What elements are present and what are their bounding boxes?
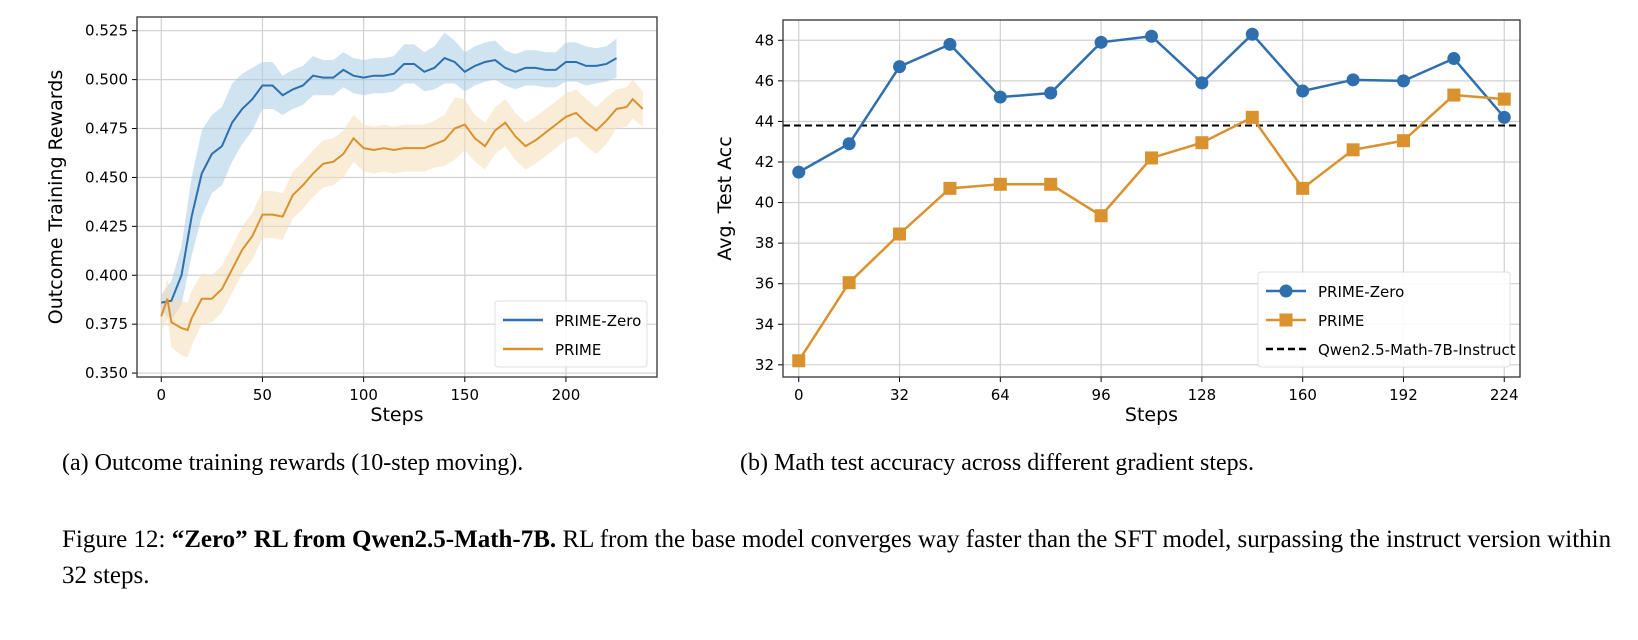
legend-label: PRIME: [1318, 312, 1364, 330]
y-tick-label: 0.425: [85, 217, 128, 235]
data-point: [1346, 73, 1360, 87]
legend-label: PRIME-Zero: [555, 312, 641, 330]
data-point: [1094, 35, 1108, 49]
x-tick-label: 200: [552, 386, 581, 404]
data-point: [1195, 76, 1209, 90]
data-point: [893, 60, 907, 74]
figure-label: Figure 12:: [62, 526, 166, 553]
caption-b: (b) Math test accuracy across different …: [740, 450, 1255, 476]
x-tick-label: 192: [1389, 386, 1418, 404]
data-point: [1245, 110, 1259, 124]
legend-marker: [1279, 284, 1293, 298]
y-axis-label: Outcome Training Rewards: [45, 70, 67, 324]
data-point: [1094, 209, 1108, 223]
confidence-band: [161, 32, 617, 321]
y-tick-label: 0.400: [85, 266, 128, 284]
data-point: [1245, 27, 1259, 41]
legend-label: PRIME: [555, 341, 601, 359]
data-point: [1497, 110, 1511, 124]
data-point: [1346, 143, 1360, 157]
figure-caption: Figure 12: “Zero” RL from Qwen2.5-Math-7…: [62, 522, 1622, 594]
confidence-band: [161, 79, 643, 358]
data-point: [792, 165, 806, 179]
data-point: [842, 276, 856, 290]
x-tick-label: 150: [450, 386, 479, 404]
figure-text: RL from the base model converges way fas…: [62, 526, 1612, 589]
y-tick-label: 0.475: [85, 120, 128, 138]
x-tick-label: 160: [1288, 386, 1317, 404]
data-point: [993, 177, 1007, 191]
data-point: [1296, 181, 1310, 195]
data-point: [1145, 29, 1158, 43]
y-tick-label: 0.500: [85, 71, 128, 89]
chart-a: 0 50 100 150 200 0.350 0.375 0.400 0.425 0.450 0.4…: [45, 16, 658, 426]
x-tick-label: 32: [890, 386, 909, 404]
chart-b: 0 32 64 96 128 160 192 224 32 34 36 38 40 42 44 46 48 Ste…: [714, 19, 1521, 426]
y-tick-label: 34: [755, 315, 774, 333]
y-tick-label: 32: [755, 356, 774, 374]
data-point: [842, 137, 856, 151]
data-point: [893, 227, 907, 241]
y-tick-label: 46: [755, 72, 774, 90]
figure-bold-title: “Zero” RL from Qwen2.5-Math-7B.: [171, 526, 557, 553]
series-line: [160, 97, 644, 332]
y-tick-label: 36: [755, 275, 774, 293]
x-axis-label: Steps: [370, 404, 423, 426]
data-point: [1044, 86, 1058, 100]
caption-a: (a) Outcome training rewards (10-step mo…: [62, 450, 524, 476]
x-tick-label: 0: [157, 386, 167, 404]
data-point: [792, 354, 806, 368]
data-point: [1044, 177, 1058, 191]
legend-label: Qwen2.5-Math-7B-Instruct: [1318, 341, 1516, 359]
x-tick-label: 224: [1490, 386, 1519, 404]
data-point: [1296, 84, 1310, 98]
data-point: [993, 90, 1007, 104]
legend-box: [494, 300, 648, 368]
x-tick-label: 50: [253, 386, 272, 404]
data-point: [1145, 151, 1158, 165]
y-tick-label: 38: [755, 234, 774, 252]
y-tick-label: 0.375: [85, 315, 128, 333]
legend-label: PRIME-Zero: [1318, 283, 1404, 301]
plot-frame: [136, 16, 658, 378]
x-tick-label: 64: [991, 386, 1010, 404]
plot-frame: [782, 19, 1521, 378]
data-point: [1195, 136, 1209, 150]
y-tick-label: 48: [755, 31, 774, 49]
y-tick-label: 0.450: [85, 168, 128, 186]
data-point: [1447, 88, 1461, 102]
data-point: [1497, 92, 1511, 106]
x-tick-label: 0: [794, 386, 804, 404]
x-axis-label: Steps: [1125, 404, 1178, 426]
data-point: [1396, 134, 1410, 148]
y-tick-label: 0.525: [85, 22, 128, 40]
data-point: [1447, 52, 1461, 66]
legend-marker: [1279, 313, 1293, 327]
data-point: [943, 181, 957, 195]
figure-canvas: 0 50 100 150 200 0.350 0.375 0.400 0.425 0.450 0.4…: [45, 16, 1521, 426]
y-axis-label: Avg. Test Acc: [714, 136, 736, 260]
y-tick-label: 42: [755, 153, 774, 171]
x-tick-label: 100: [349, 386, 378, 404]
legend-box: [1257, 271, 1511, 368]
x-tick-label: 128: [1188, 386, 1217, 404]
y-tick-label: 40: [755, 194, 774, 212]
legend: PRIME-Zero PRIME Qwen2.5-Math-7B-Instruct: [1257, 271, 1516, 368]
series-line: [161, 56, 618, 304]
y-tick-label: 44: [755, 112, 774, 130]
data-point: [943, 37, 957, 51]
x-tick-label: 96: [1092, 386, 1111, 404]
y-tick-label: 0.350: [85, 364, 128, 382]
legend: PRIME-Zero PRIME: [494, 300, 648, 368]
data-point: [1396, 74, 1410, 88]
